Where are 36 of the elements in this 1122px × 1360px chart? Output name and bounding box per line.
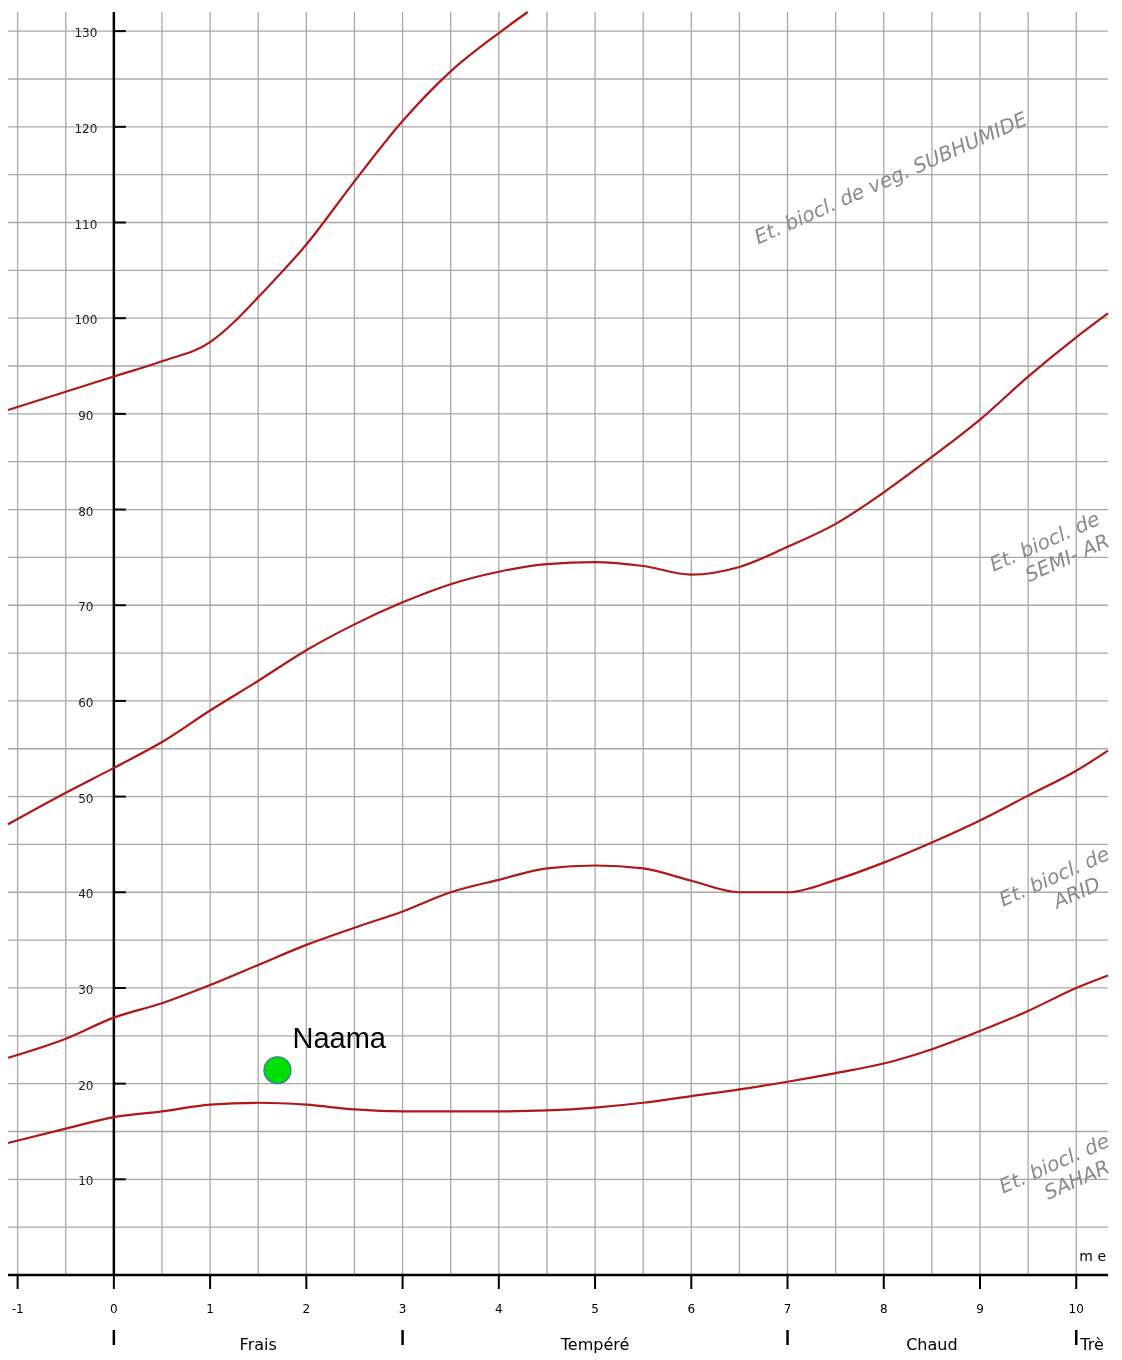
y-tick-label: 80 <box>78 504 94 519</box>
x-tick-label: 3 <box>398 1302 407 1316</box>
annotation: Et. biocl. de ARID <box>995 841 1113 915</box>
y-tick-label: 120 <box>74 121 98 136</box>
text: Trè <box>1079 1335 1104 1354</box>
x-tick-label: 4 <box>494 1302 503 1316</box>
x-tick-label: 2 <box>302 1302 311 1316</box>
line-series <box>6 10 529 412</box>
annotation: Et. biocl. de SEMI- AR <box>985 506 1113 587</box>
x-axis-title: m e <box>1079 1248 1106 1264</box>
text: Tempéré <box>559 1335 630 1354</box>
x-tick-label: 6 <box>687 1302 696 1316</box>
x-tick-label: 0 <box>110 1302 118 1316</box>
x-tick-label: 9 <box>976 1302 984 1316</box>
y-tick-label: 110 <box>74 217 98 232</box>
x-tick-label: 5 <box>591 1302 599 1316</box>
y-tick-label: 10 <box>78 1174 94 1189</box>
y-tick-label: 130 <box>74 26 98 41</box>
text: Frais <box>239 1335 277 1354</box>
line-series <box>6 312 1110 826</box>
line-series <box>6 749 1110 1059</box>
series-label: Naama <box>292 1022 387 1055</box>
y-tick-label: 30 <box>78 982 94 997</box>
y-tick-label: 100 <box>74 313 98 328</box>
y-tick-label: 60 <box>78 695 94 710</box>
x-tick-label: 8 <box>879 1302 888 1316</box>
y-tick-label: 20 <box>78 1078 94 1093</box>
x-tick-label: 1 <box>206 1302 214 1316</box>
x-tick-label: -1 <box>11 1302 24 1316</box>
y-tick-label: 70 <box>78 600 94 615</box>
y-tick-label: 40 <box>78 887 94 902</box>
x-tick-label: 7 <box>783 1302 792 1316</box>
y-tick-label: 50 <box>78 791 94 806</box>
y-tick-label: 90 <box>78 408 94 423</box>
text: Chaud <box>906 1335 958 1354</box>
x-tick-label: 10 <box>1068 1302 1084 1316</box>
